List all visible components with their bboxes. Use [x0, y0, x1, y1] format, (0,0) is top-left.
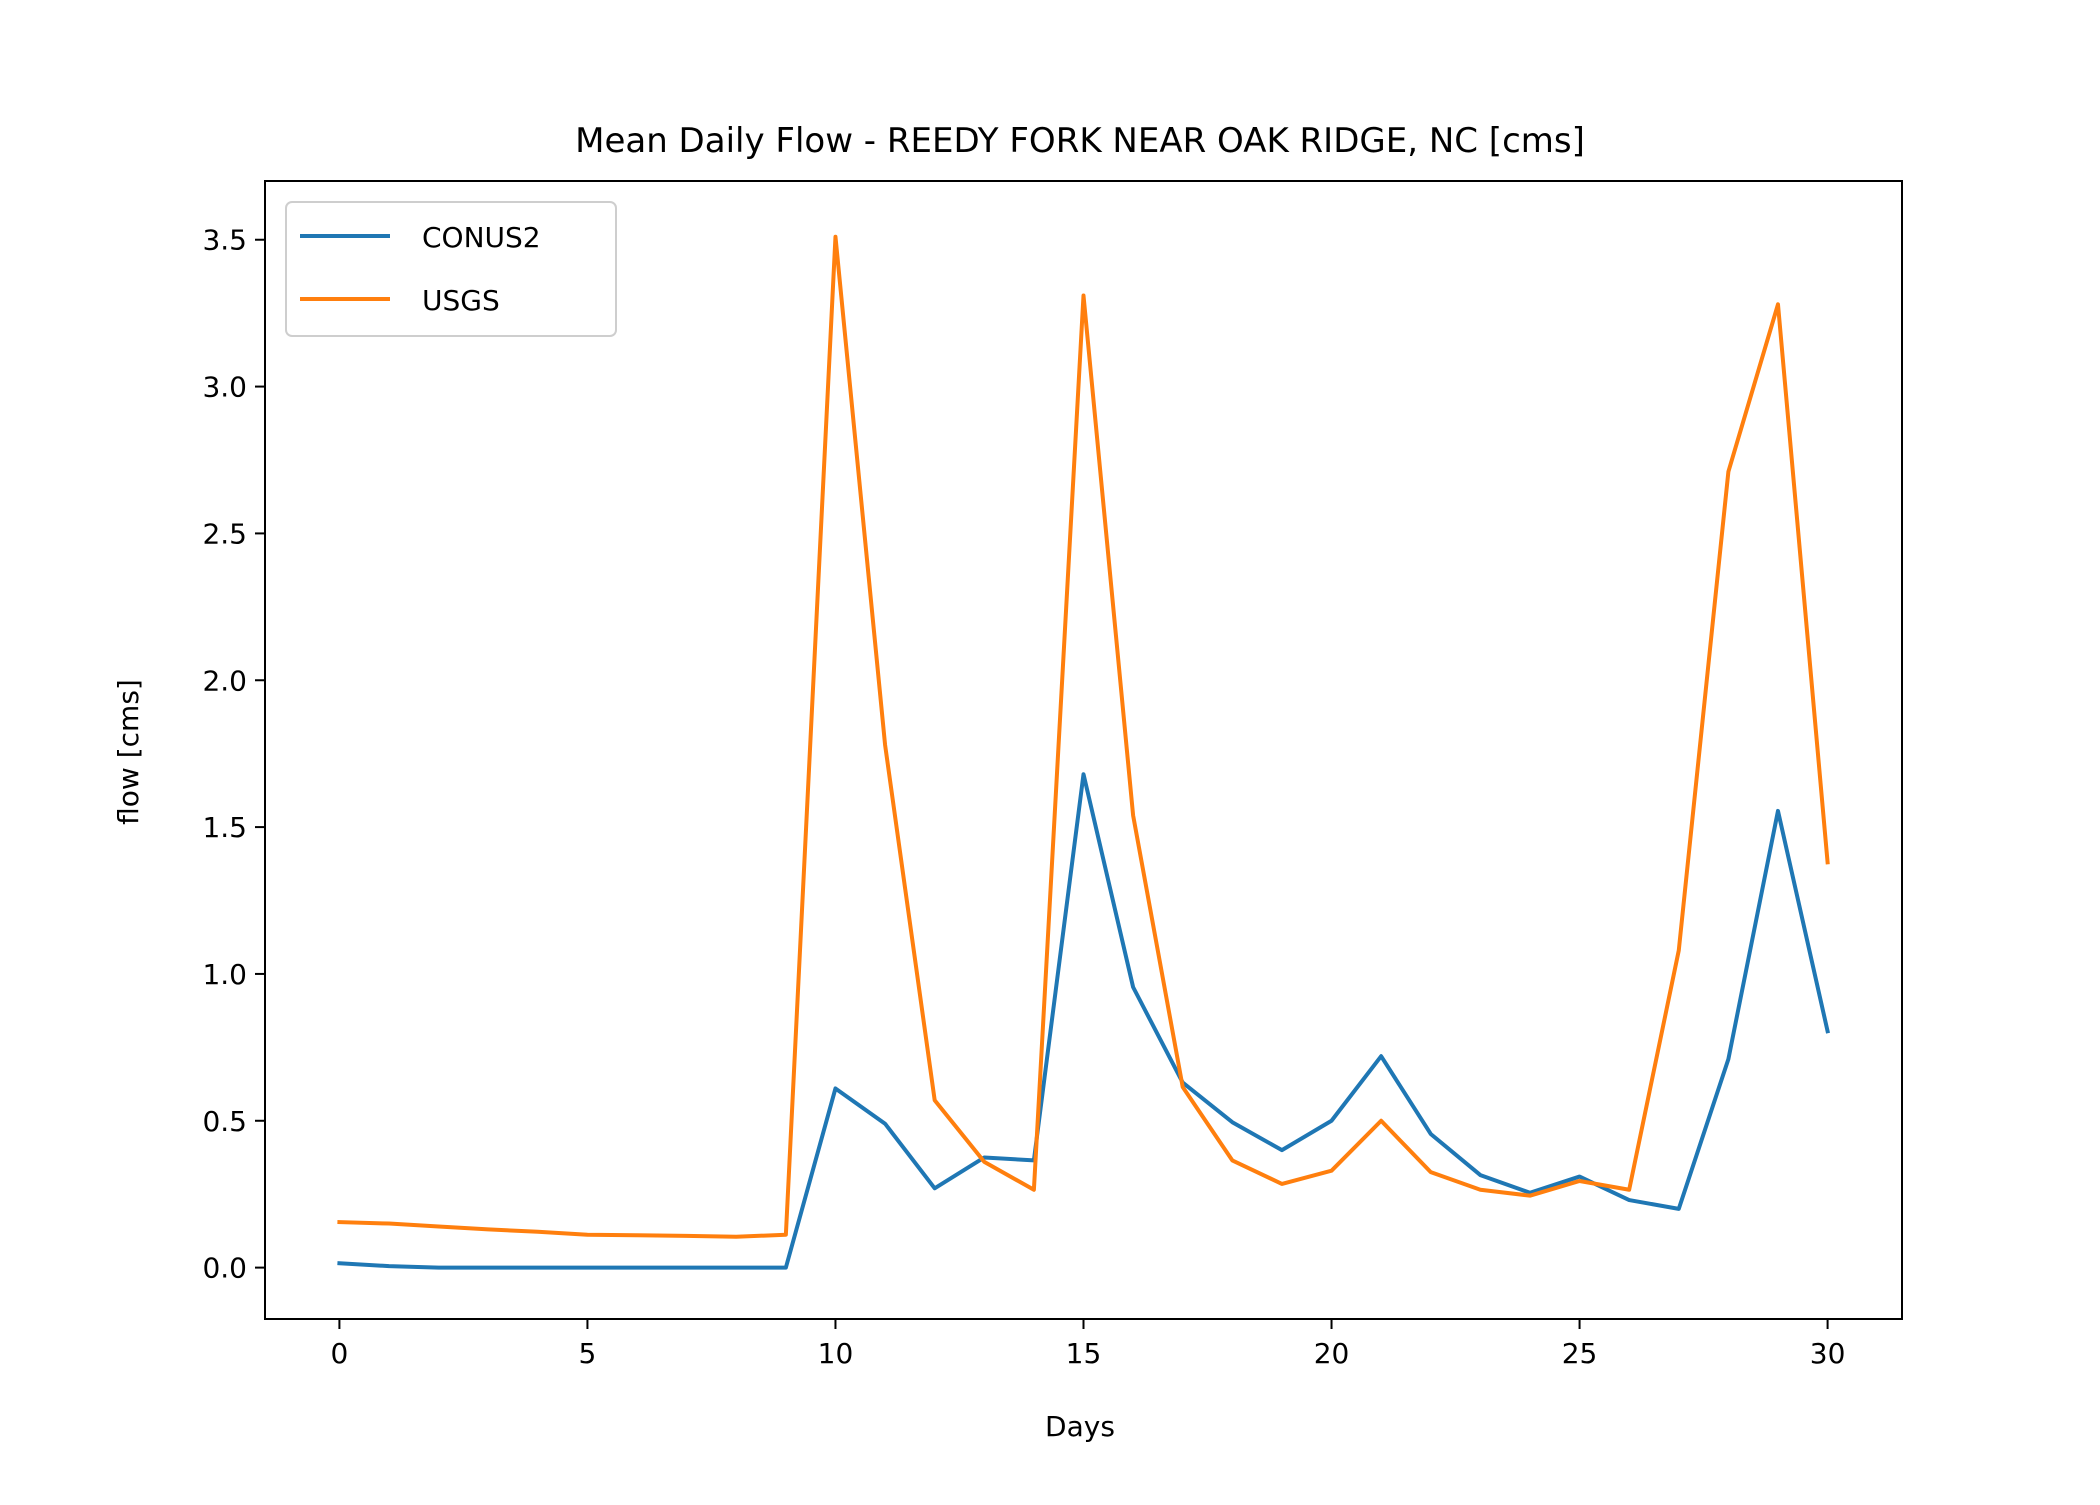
x-tick-label: 30 — [1810, 1337, 1846, 1370]
series-line-usgs — [337, 234, 1830, 1239]
chart-title: Mean Daily Flow - REEDY FORK NEAR OAK RI… — [575, 121, 1585, 161]
x-tick-label: 25 — [1562, 1337, 1598, 1370]
x-tick-label: 5 — [579, 1337, 597, 1370]
y-tick-label: 1.5 — [202, 811, 247, 844]
y-tick-label: 2.5 — [202, 517, 247, 550]
y-tick-label: 0.0 — [202, 1252, 247, 1285]
legend-label: USGS — [422, 284, 500, 317]
x-axis-label: Days — [1045, 1410, 1115, 1443]
y-tick-label: 3.5 — [202, 224, 247, 257]
series-line-conus2 — [337, 772, 1830, 1270]
x-tick-label: 10 — [818, 1337, 854, 1370]
y-axis-label: flow [cms] — [112, 679, 145, 825]
x-tick-label: 15 — [1066, 1337, 1102, 1370]
x-tick-label: 0 — [330, 1337, 348, 1370]
y-tick-label: 0.5 — [202, 1105, 247, 1138]
plot-area — [337, 234, 1830, 1270]
y-tick-label: 2.0 — [202, 664, 247, 697]
legend: CONUS2 USGS — [285, 201, 617, 337]
y-tick-label: 1.0 — [202, 958, 247, 991]
y-tick-label: 3.0 — [202, 371, 247, 404]
x-tick-label: 20 — [1314, 1337, 1350, 1370]
legend-label: CONUS2 — [422, 221, 541, 254]
